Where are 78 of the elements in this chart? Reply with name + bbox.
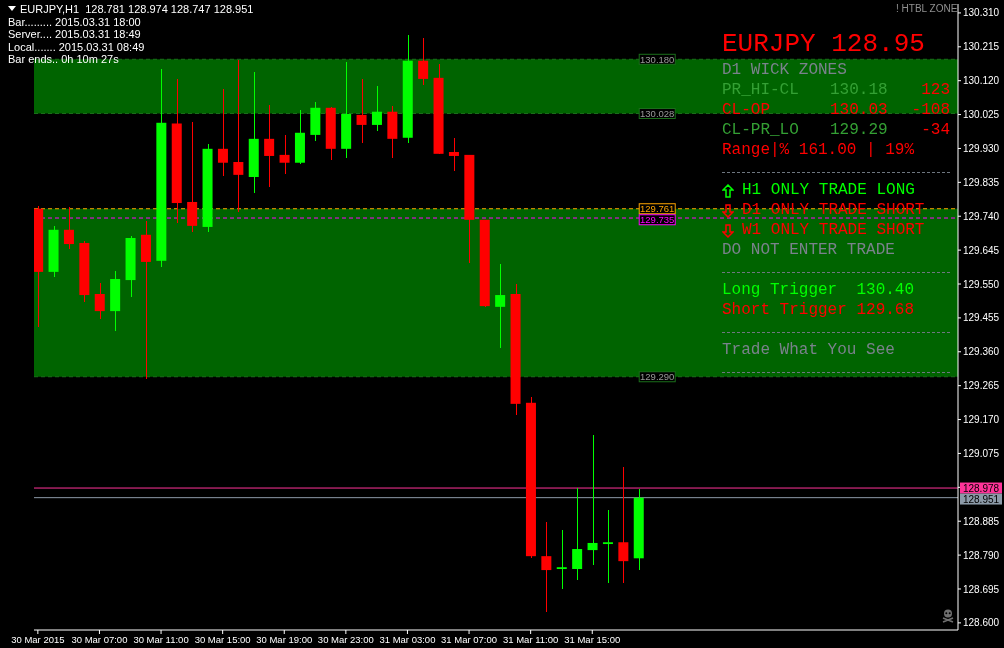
x-tick-label: 30 Mar 19:00 bbox=[256, 633, 313, 645]
ref-line-label: 129.761 bbox=[640, 203, 675, 215]
x-tick-label: 30 Mar 2015 bbox=[11, 633, 65, 645]
x-tick-label: 30 Mar 23:00 bbox=[317, 633, 374, 645]
y-tick-label: 129.170 bbox=[963, 414, 1000, 426]
annotation: Local....... 2015.03.31 08:49 bbox=[8, 40, 146, 53]
y-tick-label: 129.550 bbox=[963, 278, 1000, 290]
y-tick-label: 128.790 bbox=[963, 549, 1000, 561]
candlestick bbox=[63, 206, 74, 250]
chart-title: EURJPY,H1 128.781 128.974 128.747 128.951 bbox=[20, 3, 254, 16]
candlestick bbox=[602, 509, 613, 585]
annotation: EURJPY 128.95 bbox=[722, 29, 925, 59]
y-tick-label: 129.930 bbox=[963, 143, 1000, 155]
y-tick-label: 128.600 bbox=[963, 617, 1000, 629]
annotation: D1 WICK ZONES bbox=[722, 61, 847, 80]
candlestick bbox=[279, 134, 290, 175]
candlestick bbox=[187, 120, 198, 233]
x-tick-label: 31 Mar 15:00 bbox=[564, 633, 621, 645]
annotation: DO NOT ENTER TRADE bbox=[722, 241, 895, 260]
ref-line-label: 130.180 bbox=[640, 53, 675, 65]
annotation: CL-OP bbox=[722, 101, 771, 120]
candlestick bbox=[94, 282, 105, 320]
candlestick bbox=[233, 58, 244, 213]
ref-line-label: 130.028 bbox=[640, 108, 675, 120]
annotation: PR_HI-CL bbox=[722, 81, 799, 100]
candlestick bbox=[371, 84, 382, 132]
annotation: W1 ONLY TRADE SHORT bbox=[742, 221, 925, 240]
annotation: Bar......... 2015.03.31 18:00 bbox=[8, 15, 142, 28]
candlestick bbox=[356, 78, 367, 144]
candlestick bbox=[217, 88, 228, 177]
x-tick-label: 30 Mar 15:00 bbox=[194, 633, 251, 645]
candlestick bbox=[541, 521, 552, 613]
candlestick bbox=[587, 434, 598, 566]
annotation: Long Trigger 130.40 bbox=[722, 281, 915, 300]
y-tick-label: 130.120 bbox=[963, 75, 1000, 87]
candlestick bbox=[618, 466, 629, 585]
y-tick-label: 129.455 bbox=[963, 312, 1000, 324]
ref-line-label: 128.951 bbox=[962, 493, 1000, 505]
annotation: ! HTBL ZONE bbox=[896, 3, 958, 14]
annotation: Short Trigger 129.68 bbox=[722, 301, 915, 320]
annotation: -34 bbox=[921, 121, 950, 140]
ref-line-label: 128.978 bbox=[962, 482, 1000, 494]
annotation: D1 ONLY TRADE SHORT bbox=[742, 201, 925, 220]
annotation: Range|% 161.00 | 19% bbox=[722, 141, 915, 160]
annotation: CL-PR_LO bbox=[722, 121, 799, 140]
y-tick-label: 128.885 bbox=[963, 515, 1000, 527]
annotation: 130.03 bbox=[830, 101, 888, 120]
x-tick-label: 30 Mar 11:00 bbox=[133, 633, 189, 645]
x-tick-label: 31 Mar 11:00 bbox=[503, 633, 559, 645]
y-tick-label: 128.695 bbox=[963, 583, 1000, 595]
annotation: H1 ONLY TRADE LONG bbox=[742, 181, 915, 200]
y-tick-label: 130.310 bbox=[963, 7, 1000, 19]
y-tick-label: 129.360 bbox=[963, 346, 1000, 358]
x-tick-label: 31 Mar 03:00 bbox=[379, 633, 436, 645]
annotation: Trade What You See bbox=[722, 341, 895, 360]
y-tick-label: 129.740 bbox=[963, 210, 1000, 222]
candlestick bbox=[572, 487, 583, 581]
y-tick-label: 130.215 bbox=[963, 41, 1000, 53]
candlestick bbox=[264, 104, 275, 188]
candlestick bbox=[448, 136, 459, 172]
y-tick-label: 129.645 bbox=[963, 244, 1000, 256]
annotation: 123 bbox=[921, 81, 950, 100]
annotation: 130.18 bbox=[830, 81, 888, 100]
annotation: -108 bbox=[911, 101, 950, 120]
y-tick-label: 129.075 bbox=[963, 447, 1000, 459]
candlestick bbox=[495, 263, 506, 349]
y-tick-label: 129.265 bbox=[963, 380, 1000, 392]
x-tick-label: 30 Mar 07:00 bbox=[71, 633, 128, 645]
annotation: Server.... 2015.03.31 18:49 bbox=[8, 28, 142, 41]
annotation: 129.29 bbox=[830, 121, 888, 140]
candlestick bbox=[418, 37, 429, 86]
y-tick-label: 130.025 bbox=[963, 109, 1000, 121]
ref-line-label: 129.290 bbox=[640, 371, 675, 383]
ref-line-label: 129.735 bbox=[640, 214, 675, 226]
candlestick bbox=[556, 529, 567, 590]
y-tick-label: 129.835 bbox=[963, 176, 1000, 188]
x-tick-label: 31 Mar 07:00 bbox=[441, 633, 498, 645]
annotation: Bar ends.. 0h 10m 27s bbox=[8, 53, 120, 66]
